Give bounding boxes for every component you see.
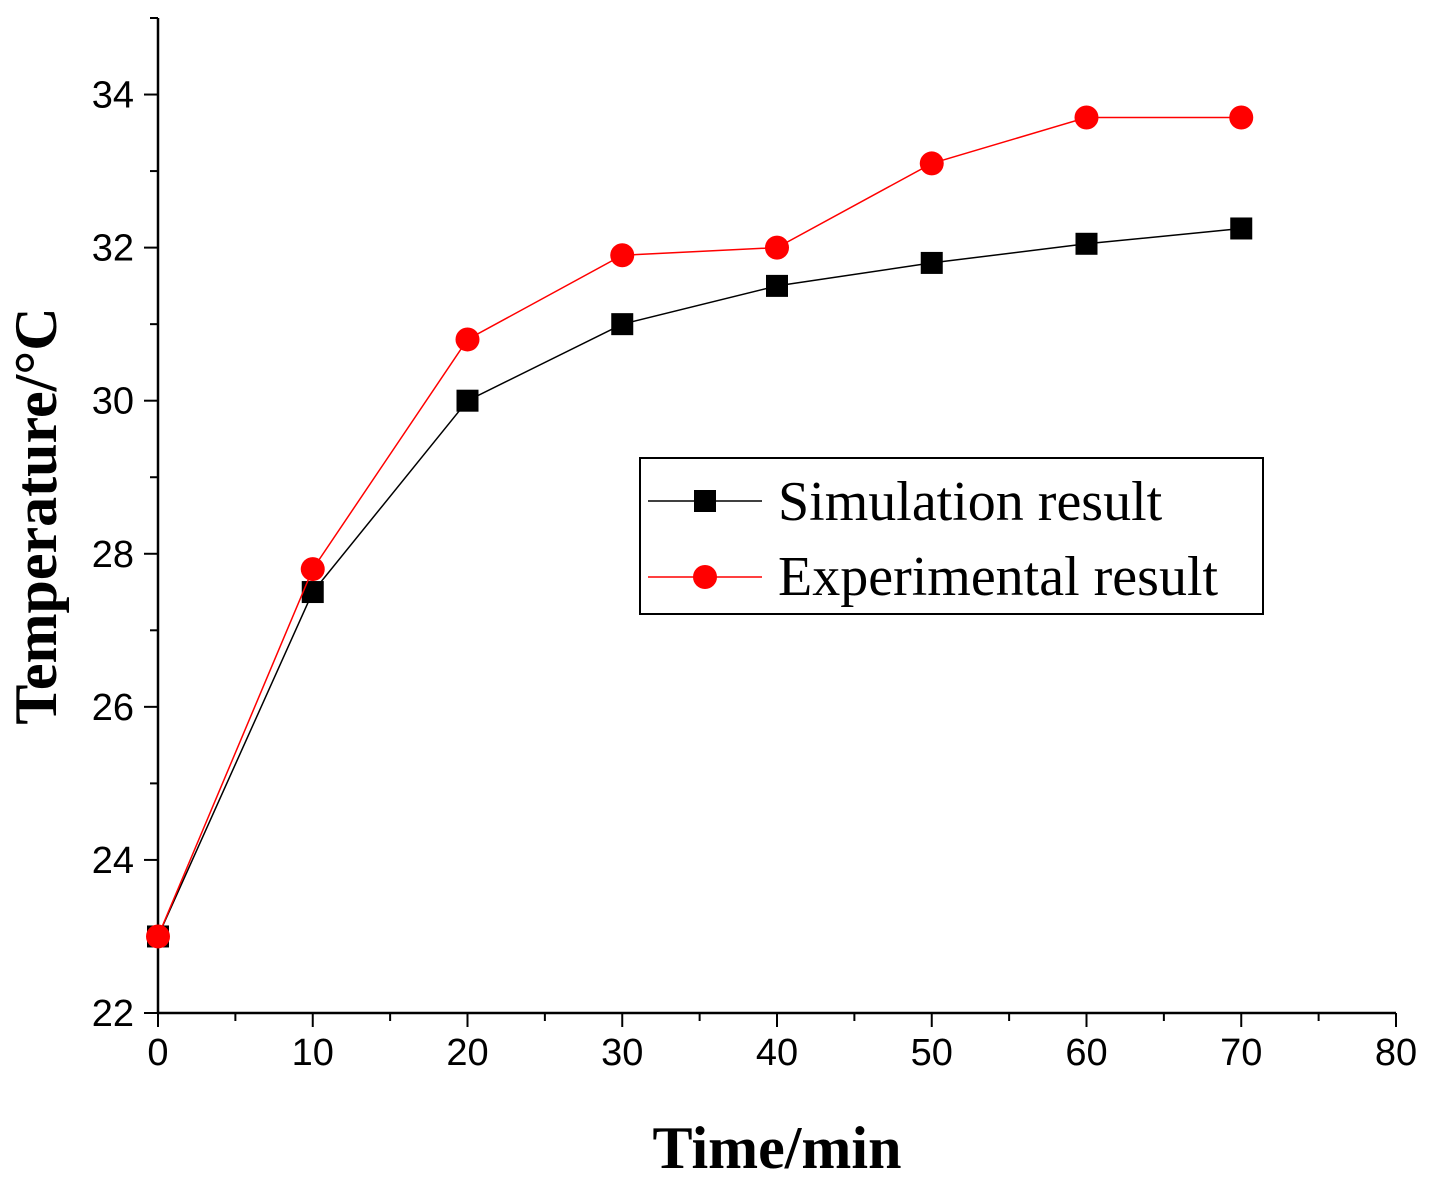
legend-marker-experimental — [693, 565, 717, 589]
data-point-experimental — [1229, 105, 1254, 130]
data-point-simulation — [456, 389, 479, 412]
data-point-experimental — [1074, 105, 1099, 130]
data-point-experimental — [455, 327, 480, 352]
data-point-experimental — [610, 243, 635, 268]
x-tick-label: 30 — [601, 1032, 643, 1074]
x-tick-label: 50 — [911, 1032, 953, 1074]
x-tick-label: 20 — [446, 1032, 488, 1074]
data-point-experimental — [300, 557, 325, 582]
x-tick-label: 70 — [1220, 1032, 1262, 1074]
y-axis-title: Temperature/°C — [3, 307, 69, 724]
data-point-simulation — [301, 581, 324, 604]
series-line-simulation — [157, 227, 1242, 937]
x-tick-label: 10 — [292, 1032, 334, 1074]
data-point-experimental — [146, 924, 170, 949]
legend-label-simulation: Simulation result — [778, 471, 1163, 533]
legend-box — [639, 457, 1264, 615]
x-tick-label: 80 — [1375, 1032, 1417, 1074]
y-tick-label: 32 — [92, 228, 134, 270]
x-tick-label: 0 — [147, 1032, 168, 1074]
legend-label-experimental: Experimental result — [778, 546, 1219, 608]
y-tick-label: 22 — [92, 993, 134, 1035]
plot-area — [146, 105, 1254, 949]
y-tick-label: 24 — [92, 840, 134, 882]
data-point-simulation — [920, 251, 943, 274]
legend-marker-simulation — [694, 490, 716, 512]
data-point-simulation — [1230, 217, 1253, 240]
y-tick-label: 30 — [92, 381, 134, 423]
x-tick-label: 60 — [1065, 1032, 1107, 1074]
data-point-simulation — [1075, 232, 1098, 255]
data-point-simulation — [766, 274, 788, 297]
axes: 0 10 20 30 40 50 60 70 80 22 24 26 28 30 32 34 — [92, 17, 1417, 1074]
legend: Simulation result Experimental result — [639, 457, 1264, 615]
data-point-experimental — [765, 235, 789, 260]
y-tick-label: 26 — [92, 687, 134, 729]
y-tick-label: 34 — [92, 75, 134, 117]
data-point-simulation — [611, 313, 634, 336]
data-point-experimental — [919, 151, 944, 176]
x-tick-label: 40 — [756, 1032, 798, 1074]
y-tick-label: 28 — [92, 534, 134, 576]
x-axis-title: Time/min — [653, 1115, 902, 1181]
series-line-experimental — [157, 116, 1242, 937]
